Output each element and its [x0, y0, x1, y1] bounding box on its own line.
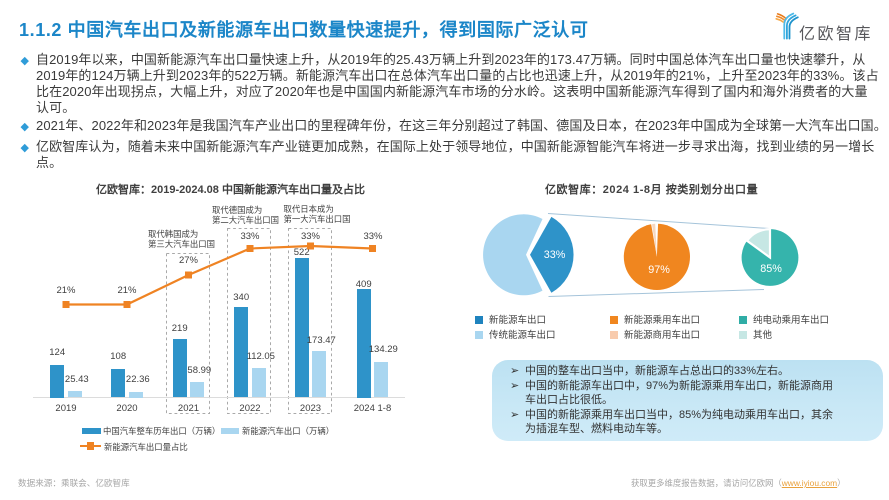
svg-text:97%: 97%: [648, 264, 670, 276]
svg-text:85%: 85%: [760, 263, 782, 275]
svg-text:33%: 33%: [544, 249, 566, 261]
